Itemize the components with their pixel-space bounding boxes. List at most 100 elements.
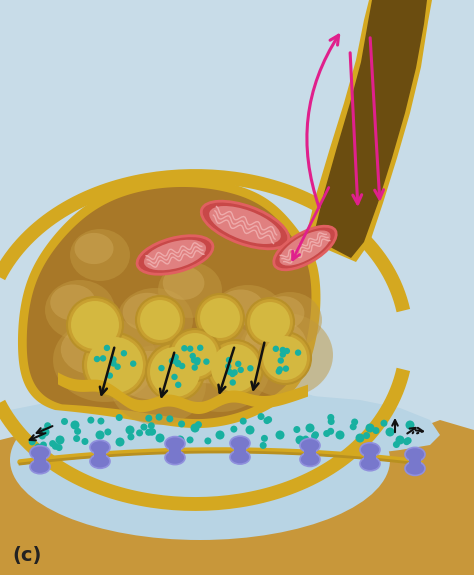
Circle shape xyxy=(150,347,200,397)
Ellipse shape xyxy=(74,233,113,264)
Circle shape xyxy=(73,435,80,442)
Circle shape xyxy=(155,413,163,420)
FancyBboxPatch shape xyxy=(364,452,376,462)
Circle shape xyxy=(225,363,231,370)
Circle shape xyxy=(104,345,110,351)
Circle shape xyxy=(295,435,304,444)
Ellipse shape xyxy=(244,319,307,370)
Polygon shape xyxy=(27,187,311,419)
Circle shape xyxy=(40,427,49,436)
Ellipse shape xyxy=(274,226,336,270)
FancyBboxPatch shape xyxy=(304,447,316,458)
Ellipse shape xyxy=(300,438,320,453)
Circle shape xyxy=(61,418,68,425)
Circle shape xyxy=(71,301,119,349)
Circle shape xyxy=(227,369,233,375)
Circle shape xyxy=(171,374,178,380)
Polygon shape xyxy=(0,420,474,575)
FancyBboxPatch shape xyxy=(34,455,46,465)
Ellipse shape xyxy=(258,292,322,348)
Circle shape xyxy=(275,368,282,375)
Ellipse shape xyxy=(405,447,425,461)
Circle shape xyxy=(190,353,196,359)
Circle shape xyxy=(246,298,294,346)
Circle shape xyxy=(110,356,117,363)
Circle shape xyxy=(87,337,143,393)
Ellipse shape xyxy=(163,266,204,300)
Circle shape xyxy=(175,361,181,367)
Circle shape xyxy=(204,438,211,444)
Ellipse shape xyxy=(237,313,333,397)
Circle shape xyxy=(195,421,202,428)
Circle shape xyxy=(126,426,135,435)
Ellipse shape xyxy=(53,318,157,402)
Polygon shape xyxy=(305,0,432,262)
Circle shape xyxy=(94,356,100,362)
Circle shape xyxy=(178,420,185,427)
Circle shape xyxy=(403,438,410,445)
Circle shape xyxy=(145,429,152,436)
Ellipse shape xyxy=(300,453,320,466)
Ellipse shape xyxy=(230,450,250,464)
Circle shape xyxy=(191,365,198,371)
Circle shape xyxy=(229,380,236,386)
Ellipse shape xyxy=(90,454,110,468)
Circle shape xyxy=(328,418,335,425)
Circle shape xyxy=(240,417,247,424)
Circle shape xyxy=(264,417,271,424)
Ellipse shape xyxy=(177,331,243,384)
Circle shape xyxy=(55,435,64,444)
Circle shape xyxy=(197,344,203,351)
Ellipse shape xyxy=(137,236,213,274)
Circle shape xyxy=(148,422,155,429)
Circle shape xyxy=(356,434,365,443)
Circle shape xyxy=(110,361,117,367)
Circle shape xyxy=(280,347,286,353)
Circle shape xyxy=(405,420,414,430)
Ellipse shape xyxy=(230,436,250,450)
Ellipse shape xyxy=(90,440,110,454)
Ellipse shape xyxy=(218,289,264,325)
Polygon shape xyxy=(58,373,308,414)
Ellipse shape xyxy=(201,201,289,249)
Circle shape xyxy=(405,437,411,444)
Circle shape xyxy=(194,357,201,363)
Ellipse shape xyxy=(123,293,172,331)
Circle shape xyxy=(385,427,394,436)
Circle shape xyxy=(247,365,254,371)
Ellipse shape xyxy=(158,262,222,318)
Circle shape xyxy=(306,424,315,432)
Circle shape xyxy=(166,415,173,422)
Circle shape xyxy=(130,361,137,367)
Circle shape xyxy=(146,415,152,421)
Circle shape xyxy=(257,413,264,420)
Circle shape xyxy=(71,420,80,430)
Circle shape xyxy=(363,432,370,439)
Ellipse shape xyxy=(30,460,50,474)
Circle shape xyxy=(114,363,121,370)
Circle shape xyxy=(260,442,267,449)
Circle shape xyxy=(280,351,286,358)
FancyBboxPatch shape xyxy=(94,449,106,459)
Circle shape xyxy=(393,441,400,448)
Circle shape xyxy=(49,440,56,447)
Circle shape xyxy=(95,431,104,439)
Circle shape xyxy=(231,369,238,375)
Circle shape xyxy=(121,350,127,356)
Ellipse shape xyxy=(165,451,185,465)
Circle shape xyxy=(136,296,184,344)
Circle shape xyxy=(187,436,193,443)
Circle shape xyxy=(277,366,283,373)
Circle shape xyxy=(216,431,225,439)
Circle shape xyxy=(327,428,334,435)
Circle shape xyxy=(312,431,319,438)
Circle shape xyxy=(116,414,123,421)
Circle shape xyxy=(273,346,279,352)
Circle shape xyxy=(83,333,147,397)
Circle shape xyxy=(230,426,237,432)
Circle shape xyxy=(194,359,201,365)
Circle shape xyxy=(293,426,301,433)
Circle shape xyxy=(263,336,307,380)
Circle shape xyxy=(229,371,236,377)
Circle shape xyxy=(250,302,290,342)
